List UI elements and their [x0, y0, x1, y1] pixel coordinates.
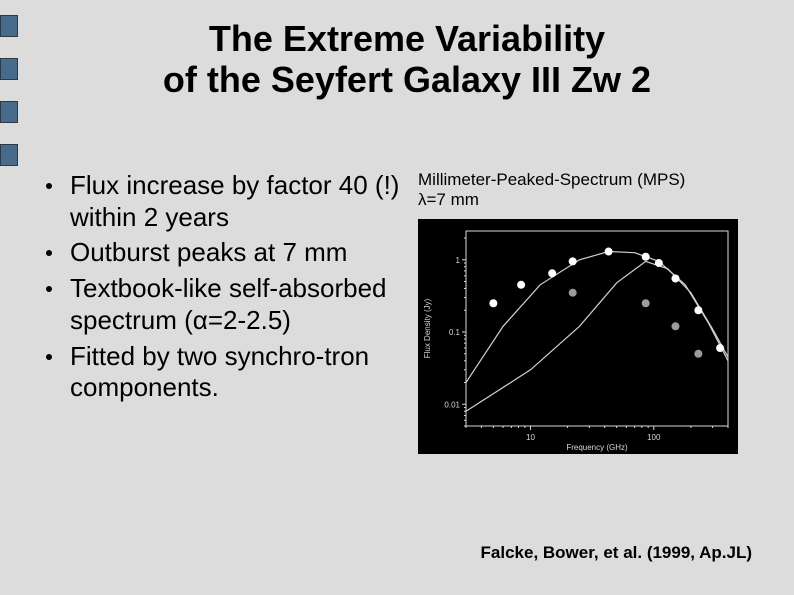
caption-line-2: λ=7 mm — [418, 190, 479, 209]
svg-text:0.01: 0.01 — [444, 400, 460, 409]
title-line-1: The Extreme Variability — [209, 18, 605, 59]
side-mark — [0, 101, 18, 123]
figure-column: Millimeter-Peaked-Spectrum (MPS) λ=7 mm … — [418, 170, 758, 454]
content-area: Flux increase by factor 40 (!) within 2 … — [40, 170, 760, 454]
slide: The Extreme Variability of the Seyfert G… — [0, 0, 794, 595]
side-mark — [0, 15, 18, 37]
side-mark — [0, 58, 18, 80]
spectrum-chart: 10 100 0.01 0.1 1 Frequency (GHz) Flux Density… — [418, 219, 738, 454]
citation: Falcke, Bower, et al. (1999, Ap.JL) — [481, 543, 752, 563]
bullet-list: Flux increase by factor 40 (!) within 2 … — [40, 170, 400, 404]
bullet-item: Flux increase by factor 40 (!) within 2 … — [40, 170, 400, 233]
side-mark — [0, 144, 18, 166]
svg-text:100: 100 — [647, 433, 661, 442]
bullets-column: Flux increase by factor 40 (!) within 2 … — [40, 170, 400, 454]
svg-text:10: 10 — [526, 433, 535, 442]
bullet-item: Textbook-like self-absorbed spectrum (α=… — [40, 273, 400, 336]
bullet-item: Outburst peaks at 7 mm — [40, 237, 400, 269]
caption-line-1: Millimeter-Peaked-Spectrum (MPS) — [418, 170, 685, 189]
svg-text:Frequency (GHz): Frequency (GHz) — [566, 443, 628, 452]
figure-caption: Millimeter-Peaked-Spectrum (MPS) λ=7 mm — [418, 170, 758, 211]
slide-title: The Extreme Variability of the Seyfert G… — [40, 18, 774, 101]
svg-text:Flux Density (Jy): Flux Density (Jy) — [423, 298, 432, 358]
side-marks — [0, 0, 18, 595]
bullet-item: Fitted by two synchro-tron components. — [40, 341, 400, 404]
title-line-2: of the Seyfert Galaxy III Zw 2 — [163, 59, 651, 100]
svg-text:1: 1 — [456, 256, 461, 265]
svg-text:0.1: 0.1 — [449, 328, 461, 337]
chart-svg: 10 100 0.01 0.1 1 Frequency (GHz) Flux Density… — [418, 219, 738, 454]
